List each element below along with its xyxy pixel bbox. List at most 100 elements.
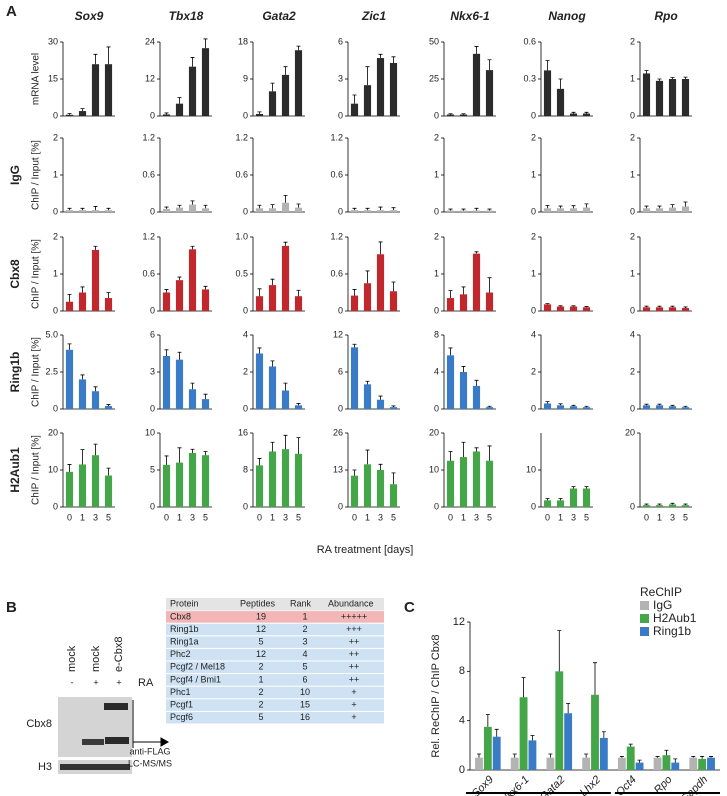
error-bar <box>566 703 571 714</box>
table-cell: +++++ <box>341 611 367 621</box>
error-bar <box>190 245 195 250</box>
bar <box>363 464 372 507</box>
bar <box>582 488 591 507</box>
bar <box>556 88 565 116</box>
bar <box>642 405 651 409</box>
error-bar <box>80 449 85 465</box>
error-bar <box>177 447 182 463</box>
treatment-label: RA <box>138 677 154 689</box>
error-bar <box>691 756 696 758</box>
y-tick-label: 1 <box>53 268 58 278</box>
bar <box>294 405 303 409</box>
bar <box>599 737 608 770</box>
error-bar <box>558 498 563 501</box>
bar <box>617 757 626 770</box>
error-bar <box>378 395 383 400</box>
table-cell: 2 <box>302 624 307 634</box>
error-bar <box>487 277 492 293</box>
error-bar <box>558 305 563 307</box>
x-tick-label: 0 <box>448 512 453 522</box>
bar <box>78 210 87 212</box>
bar <box>655 80 664 116</box>
error-bar <box>487 445 492 461</box>
bar <box>65 114 74 116</box>
table-cell: Pcgf1 <box>170 699 193 709</box>
error-bar <box>545 303 550 305</box>
error-bar <box>644 205 649 209</box>
y-tick-label: 12 <box>333 329 343 339</box>
x-tick-label: 3 <box>670 512 675 522</box>
table-cell: 2 <box>258 699 263 709</box>
error-bar <box>644 503 649 506</box>
error-bar <box>548 753 553 758</box>
y-tick-label: 0 <box>434 501 439 511</box>
table-cell: ++ <box>349 636 360 646</box>
y-tick-label: 1.2 <box>142 132 155 142</box>
y-tick-label: 0.6 <box>142 268 155 278</box>
table-cell: Phc1 <box>170 687 191 697</box>
error-bar <box>494 728 499 737</box>
bar <box>556 306 565 311</box>
bar <box>569 488 578 507</box>
error-bar <box>487 208 492 211</box>
error-bar <box>670 502 675 505</box>
y-tick-label: 1.2 <box>330 132 343 142</box>
y-tick-label: 18 <box>238 36 248 46</box>
error-bar <box>257 111 262 114</box>
error-bar <box>584 753 589 758</box>
error-bar <box>474 251 479 254</box>
bar <box>582 307 591 311</box>
y-tick-label: 25 <box>429 73 439 83</box>
error-bar <box>365 207 370 211</box>
error-bar <box>106 207 111 211</box>
y-tick-label: 1 <box>531 268 536 278</box>
bar <box>642 208 651 212</box>
y-tick-label: 0 <box>53 206 58 216</box>
error-bar <box>683 76 688 79</box>
error-bar <box>512 753 517 758</box>
bar <box>294 296 303 311</box>
table-cell: ++ <box>349 662 360 672</box>
table-row-bg <box>166 711 384 724</box>
error-bar <box>391 56 396 63</box>
error-bar <box>270 360 275 367</box>
bar <box>655 307 664 311</box>
y-tick-label: 2 <box>243 366 248 376</box>
table-cell: 15 <box>300 699 310 709</box>
bar <box>569 113 578 116</box>
error-bar <box>664 749 669 756</box>
bar <box>389 484 398 507</box>
y-axis-title: ChIP / Input [%] <box>31 140 42 210</box>
error-bar <box>391 207 396 211</box>
error-bar <box>700 756 705 759</box>
y-tick-label: 0 <box>243 305 248 315</box>
table-cell: + <box>351 699 356 709</box>
error-bar <box>378 241 383 255</box>
gene-title: Gata2 <box>262 9 296 23</box>
error-bar <box>391 405 396 408</box>
bar <box>543 304 552 311</box>
bar <box>188 66 197 116</box>
error-bar <box>655 756 660 758</box>
y-tick-label: 1 <box>630 73 635 83</box>
y-tick-label: 26 <box>333 427 343 437</box>
error-bar <box>584 306 589 308</box>
y-axis-title: mRNA level <box>31 53 42 105</box>
bar <box>363 384 372 409</box>
bar <box>668 79 677 116</box>
error-bar <box>80 374 85 380</box>
error-bar <box>203 393 208 400</box>
bar <box>681 505 690 507</box>
bar <box>255 296 264 311</box>
error-bar <box>365 449 370 465</box>
bar <box>681 206 690 212</box>
table-cell: 6 <box>302 674 307 684</box>
table-cell: 3 <box>302 636 307 646</box>
error-bar <box>203 451 208 456</box>
bar <box>655 505 664 507</box>
bar <box>78 111 87 116</box>
sample-label: mock <box>90 645 102 672</box>
bar <box>65 210 74 212</box>
